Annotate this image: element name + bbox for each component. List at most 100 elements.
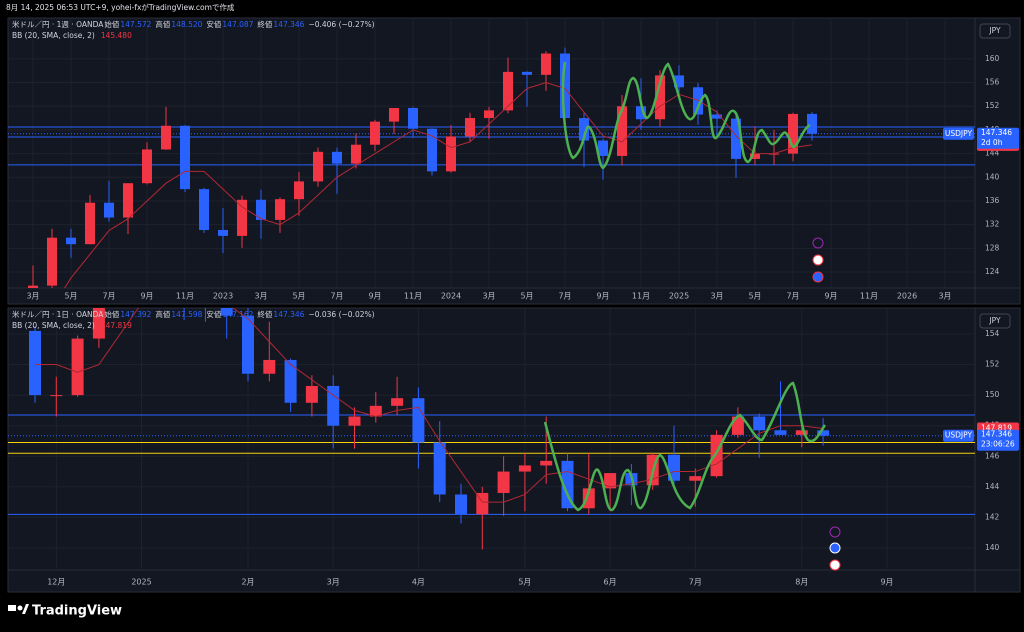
- event-icon[interactable]: [812, 237, 824, 249]
- symbol-tag: [943, 127, 974, 140]
- candle-body: [218, 229, 228, 236]
- legend-text: −0.406 (−0.27%): [308, 20, 374, 29]
- candle-body: [47, 237, 57, 286]
- legend-text: 147.598: [171, 310, 202, 319]
- countdown-label: 2d 0h: [981, 138, 1003, 147]
- legend-text: 147.346: [273, 310, 304, 319]
- legend-text: 148.520: [171, 20, 202, 29]
- candle-body: [256, 199, 266, 220]
- y-tick-label: 140: [985, 172, 1000, 181]
- candle-body: [294, 181, 304, 200]
- logo-shape: [22, 604, 29, 614]
- candle-body: [220, 308, 233, 316]
- candle-body: [242, 315, 254, 374]
- x-tick-label: 5月: [64, 292, 77, 301]
- candle-body: [391, 398, 404, 406]
- legend-text: 始値: [104, 309, 119, 319]
- candle-body: [484, 110, 494, 119]
- candle-body: [731, 118, 741, 159]
- x-tick-label: 7月: [689, 578, 702, 587]
- candle-body: [327, 385, 340, 426]
- candle-body: [795, 430, 808, 435]
- candle-body: [497, 471, 510, 493]
- price-tag-label: 147.346: [981, 128, 1012, 137]
- currency-label[interactable]: JPY: [988, 26, 1001, 35]
- y-tick-label: 124: [985, 267, 1000, 276]
- event-icon[interactable]: [829, 526, 841, 538]
- x-tick-label: 3月: [710, 292, 723, 301]
- candle-body: [199, 189, 209, 230]
- x-tick-label: 11月: [176, 292, 194, 301]
- candle-body: [636, 106, 646, 120]
- candle-body: [518, 465, 531, 472]
- bottom-panel: [7, 307, 1021, 593]
- candle-body: [541, 53, 551, 75]
- x-tick-label: 3月: [26, 292, 39, 301]
- candle-body: [351, 144, 361, 164]
- legend-text: 安値: [206, 19, 221, 29]
- symbol-tag-label: USDJPY: [945, 129, 973, 138]
- candle-body: [161, 125, 171, 150]
- x-tick-label: 11月: [632, 292, 650, 301]
- x-tick-label: 2025: [669, 292, 689, 301]
- countdown-label: 23:06:26: [981, 440, 1015, 449]
- event-icon[interactable]: [829, 559, 841, 571]
- x-tick-label: 7月: [558, 292, 571, 301]
- y-tick-label: 150: [985, 390, 1000, 399]
- legend-text: 147.572: [120, 20, 151, 29]
- logo-shape: [8, 605, 16, 611]
- x-tick-label: 7月: [786, 292, 799, 301]
- candle-body: [332, 151, 342, 164]
- y-tick-label: 152: [985, 101, 1000, 110]
- legend-text: 高値: [155, 19, 170, 29]
- candle-body: [817, 430, 830, 436]
- candle-body: [313, 151, 323, 182]
- candle-body: [753, 416, 766, 431]
- y-tick-label: 146: [985, 451, 1000, 460]
- x-tick-label: 5月: [520, 292, 533, 301]
- currency-label[interactable]: JPY: [988, 316, 1001, 325]
- y-tick-label: 152: [985, 360, 1000, 369]
- legend-text: 高値: [155, 309, 170, 319]
- x-tick-label: 2025: [131, 578, 151, 587]
- brand-logo: TradingView: [8, 604, 122, 619]
- drawing-curve: [543, 381, 827, 512]
- candle-body: [503, 71, 513, 111]
- legend-text: 147.392: [120, 310, 151, 319]
- bottom-plot: [8, 308, 975, 570]
- brand: TradingView: [32, 604, 122, 619]
- event-icon[interactable]: [812, 271, 824, 283]
- candle-body: [668, 454, 680, 481]
- event-icons: [812, 237, 841, 571]
- x-tick-label: 2026: [897, 292, 917, 301]
- candle-body: [433, 442, 446, 495]
- x-tick-label: 3月: [482, 292, 495, 301]
- indicator-text: 145.480: [101, 31, 132, 40]
- candle-body: [712, 114, 722, 119]
- x-tick-label: 9月: [824, 292, 837, 301]
- x-tick-label: 2024: [441, 292, 461, 301]
- candle-body: [455, 494, 467, 515]
- price-tag-label: 147.346: [981, 430, 1012, 439]
- currency-button[interactable]: [979, 23, 1011, 39]
- legend-text: −0.036 (−0.02%): [308, 310, 374, 319]
- candle-body: [674, 75, 684, 88]
- price-tag: [977, 127, 1019, 149]
- candle-body: [29, 330, 41, 396]
- candle-body: [85, 202, 95, 245]
- x-tick-label: 3月: [327, 578, 340, 587]
- event-icon[interactable]: [812, 254, 824, 266]
- y-tick-label: 154: [985, 329, 1000, 338]
- candle-body: [582, 488, 595, 509]
- basis-line: [35, 308, 824, 503]
- candle-body: [579, 118, 589, 141]
- indicator-text: 147.819: [101, 321, 132, 330]
- candle-body: [522, 71, 532, 75]
- x-tick-label: 6月: [604, 578, 617, 587]
- candle-body: [710, 434, 723, 477]
- event-icon[interactable]: [829, 542, 841, 554]
- basis-tag-label: 147.819: [981, 423, 1012, 432]
- x-tick-label: 9月: [880, 578, 893, 587]
- candle-body: [284, 359, 297, 403]
- currency-button[interactable]: [979, 313, 1011, 329]
